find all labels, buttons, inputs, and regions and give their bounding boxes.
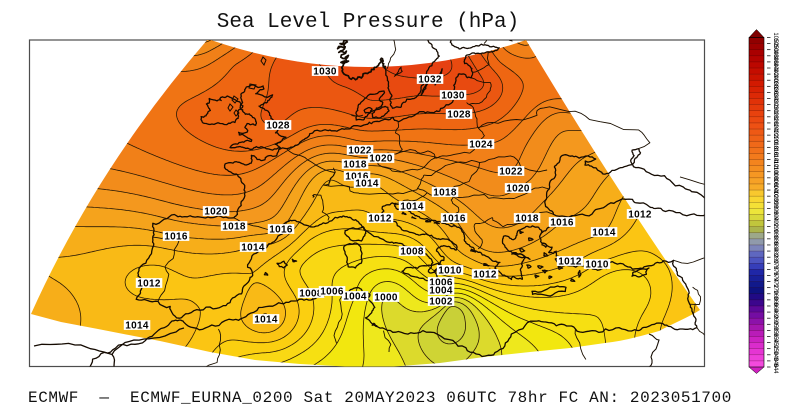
svg-text:1030: 1030 bbox=[441, 91, 465, 102]
svg-text:1014: 1014 bbox=[355, 179, 379, 190]
svg-text:950: 950 bbox=[772, 345, 778, 356]
svg-text:1010: 1010 bbox=[438, 266, 462, 277]
svg-text:986: 986 bbox=[772, 235, 778, 246]
svg-text:1016: 1016 bbox=[345, 172, 369, 183]
svg-text:960: 960 bbox=[772, 315, 778, 326]
svg-text:1008: 1008 bbox=[299, 289, 323, 300]
svg-text:1018: 1018 bbox=[433, 188, 457, 199]
svg-text:980: 980 bbox=[772, 254, 778, 265]
svg-text:1012: 1012 bbox=[772, 154, 778, 168]
svg-text:946: 946 bbox=[772, 357, 778, 368]
svg-text:1016: 1016 bbox=[550, 218, 574, 229]
svg-text:1012: 1012 bbox=[473, 270, 497, 281]
svg-text:1004: 1004 bbox=[772, 179, 778, 193]
svg-text:978: 978 bbox=[772, 260, 778, 271]
svg-text:944: 944 bbox=[772, 363, 778, 374]
svg-text:1014: 1014 bbox=[592, 228, 616, 239]
svg-text:1018: 1018 bbox=[772, 136, 778, 150]
svg-text:1012: 1012 bbox=[368, 214, 392, 225]
svg-text:1000: 1000 bbox=[374, 293, 398, 304]
svg-text:994: 994 bbox=[772, 211, 778, 222]
svg-text:1030: 1030 bbox=[772, 99, 778, 113]
svg-text:964: 964 bbox=[772, 302, 778, 313]
svg-text:1012: 1012 bbox=[137, 279, 161, 290]
svg-text:1022: 1022 bbox=[499, 167, 523, 178]
svg-text:962: 962 bbox=[772, 309, 778, 320]
svg-text:1010: 1010 bbox=[772, 160, 778, 174]
svg-text:1034: 1034 bbox=[772, 87, 778, 101]
svg-text:996: 996 bbox=[772, 205, 778, 216]
svg-text:1012: 1012 bbox=[628, 210, 652, 221]
svg-text:1014: 1014 bbox=[772, 148, 778, 162]
svg-text:954: 954 bbox=[772, 333, 778, 344]
svg-text:1008: 1008 bbox=[772, 167, 778, 181]
svg-text:1028: 1028 bbox=[772, 106, 778, 120]
svg-text:1020: 1020 bbox=[506, 184, 530, 195]
svg-text:990: 990 bbox=[772, 223, 778, 234]
svg-text:1012: 1012 bbox=[558, 257, 582, 268]
svg-text:1014: 1014 bbox=[241, 243, 265, 254]
svg-text:1020: 1020 bbox=[772, 130, 778, 144]
svg-text:1038: 1038 bbox=[772, 75, 778, 89]
svg-text:1014: 1014 bbox=[400, 202, 424, 213]
svg-text:1024: 1024 bbox=[469, 140, 493, 151]
svg-text:1028: 1028 bbox=[266, 121, 290, 132]
svg-text:1048: 1048 bbox=[772, 45, 778, 59]
svg-text:988: 988 bbox=[772, 229, 778, 240]
svg-text:956: 956 bbox=[772, 327, 778, 338]
svg-text:1046: 1046 bbox=[772, 51, 778, 65]
svg-text:1020: 1020 bbox=[204, 207, 228, 218]
svg-text:984: 984 bbox=[772, 241, 778, 252]
svg-text:1044: 1044 bbox=[772, 57, 778, 71]
svg-text:1022: 1022 bbox=[348, 146, 372, 157]
svg-text:1006: 1006 bbox=[429, 278, 453, 289]
svg-text:992: 992 bbox=[772, 217, 778, 228]
svg-text:1002: 1002 bbox=[772, 185, 778, 199]
svg-text:1022: 1022 bbox=[772, 124, 778, 138]
svg-text:972: 972 bbox=[772, 278, 778, 289]
svg-text:1016: 1016 bbox=[442, 214, 466, 225]
svg-text:1026: 1026 bbox=[772, 112, 778, 126]
svg-text:1016: 1016 bbox=[269, 225, 293, 236]
svg-text:1018: 1018 bbox=[222, 222, 246, 233]
svg-text:1010: 1010 bbox=[585, 260, 609, 271]
svg-text:1036: 1036 bbox=[772, 81, 778, 95]
svg-text:1030: 1030 bbox=[313, 67, 337, 78]
svg-text:1006: 1006 bbox=[772, 173, 778, 187]
svg-text:1040: 1040 bbox=[772, 69, 778, 83]
svg-text:1032: 1032 bbox=[418, 75, 442, 86]
svg-text:968: 968 bbox=[772, 290, 778, 301]
svg-text:1016: 1016 bbox=[164, 232, 188, 243]
svg-text:998: 998 bbox=[772, 199, 778, 210]
svg-text:1042: 1042 bbox=[772, 63, 778, 77]
svg-text:1004: 1004 bbox=[429, 286, 453, 297]
svg-text:1050: 1050 bbox=[772, 38, 778, 52]
svg-text:1018: 1018 bbox=[515, 214, 539, 225]
svg-text:1004: 1004 bbox=[343, 292, 367, 303]
svg-text:976: 976 bbox=[772, 266, 778, 277]
svg-text:1014: 1014 bbox=[125, 321, 149, 332]
svg-text:952: 952 bbox=[772, 339, 778, 350]
svg-text:970: 970 bbox=[772, 284, 778, 295]
svg-text:1000: 1000 bbox=[772, 191, 778, 205]
svg-text:1008: 1008 bbox=[400, 247, 424, 258]
svg-text:1002: 1002 bbox=[429, 297, 453, 308]
svg-text:1032: 1032 bbox=[772, 93, 778, 107]
svg-text:1028: 1028 bbox=[447, 110, 471, 121]
svg-text:948: 948 bbox=[772, 351, 778, 362]
svg-text:982: 982 bbox=[772, 248, 778, 259]
svg-text:1020: 1020 bbox=[369, 154, 393, 165]
svg-text:1014: 1014 bbox=[254, 315, 278, 326]
svg-text:966: 966 bbox=[772, 296, 778, 307]
svg-text:1016: 1016 bbox=[772, 142, 778, 156]
svg-text:1006: 1006 bbox=[320, 287, 344, 298]
svg-text:1024: 1024 bbox=[772, 118, 778, 132]
svg-text:1018: 1018 bbox=[343, 160, 367, 171]
svg-text:974: 974 bbox=[772, 272, 778, 283]
svg-text:958: 958 bbox=[772, 321, 778, 332]
svg-text:1052: 1052 bbox=[772, 32, 778, 46]
